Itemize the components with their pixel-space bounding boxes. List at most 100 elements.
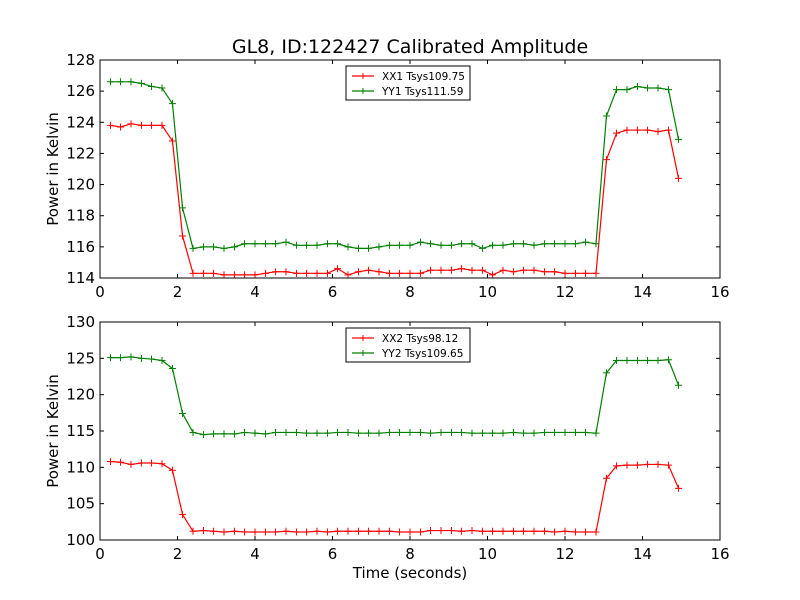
data-point-marker: [406, 269, 414, 277]
data-point-marker: [571, 240, 579, 248]
data-point-marker: [602, 156, 610, 164]
data-point-marker: [396, 428, 404, 436]
x-tick-label: 4: [250, 283, 260, 301]
data-point-marker: [137, 459, 145, 467]
data-point-marker: [592, 528, 600, 536]
y-tick-label: 105: [66, 495, 95, 513]
data-point-marker: [344, 428, 352, 436]
chart-panel-2: 0 2 4 6 8 10 12 14 16 100 105 110 115 120 125 130 Power …: [44, 313, 730, 582]
data-point-marker: [499, 241, 507, 249]
data-point-marker: [137, 79, 145, 87]
data-point-marker: [375, 268, 383, 276]
x-tick-label: 10: [478, 545, 497, 563]
data-point-marker: [633, 126, 641, 134]
legend-entry-label: XX1 Tsys109.75: [382, 71, 465, 83]
data-point-marker: [375, 243, 383, 251]
data-point-marker: [644, 460, 652, 468]
data-point-marker: [148, 459, 156, 467]
data-point-marker: [509, 428, 517, 436]
x-tick-label: 14: [633, 283, 652, 301]
data-point-marker: [458, 527, 466, 535]
data-point-marker: [334, 428, 342, 436]
data-point-marker: [551, 428, 559, 436]
data-point-marker: [313, 527, 321, 535]
y-tick-label: 126: [66, 82, 95, 100]
data-point-marker: [406, 428, 414, 436]
data-point-marker: [602, 474, 610, 482]
data-point-marker: [189, 244, 197, 252]
data-point-marker: [499, 266, 507, 274]
data-point-marker: [561, 269, 569, 277]
data-point-marker: [282, 527, 290, 535]
data-point-marker: [489, 241, 497, 249]
data-point-marker: [385, 269, 393, 277]
data-point-marker: [313, 429, 321, 437]
data-point-marker: [354, 429, 362, 437]
data-point-marker: [489, 271, 497, 279]
data-point-marker: [251, 528, 259, 536]
data-point-marker: [385, 241, 393, 249]
data-point-marker: [582, 428, 590, 436]
data-point-marker: [520, 429, 528, 437]
data-point-marker: [344, 243, 352, 251]
data-point-marker: [551, 528, 559, 536]
chart-panel-1: 0 2 4 6 8 10 12 14 16 114 116 118 120 122 124 126 128 Pow…: [44, 51, 730, 301]
data-point-marker: [106, 458, 114, 466]
legend-entry-label: XX2 Tsys98.12: [382, 333, 458, 345]
data-point-marker: [551, 240, 559, 248]
data-point-marker: [592, 269, 600, 277]
data-point-marker: [664, 126, 672, 134]
data-point-marker: [148, 355, 156, 363]
data-point-marker: [509, 268, 517, 276]
data-point-marker: [478, 429, 486, 437]
data-point-marker: [199, 431, 207, 439]
data-point-marker: [468, 527, 476, 535]
x-tick-label: 0: [95, 283, 105, 301]
data-point-marker: [396, 528, 404, 536]
data-point-marker: [644, 126, 652, 134]
y-tick-label: 115: [66, 422, 95, 440]
x-tick-label: 16: [710, 283, 729, 301]
data-point-marker: [354, 268, 362, 276]
data-point-marker: [241, 240, 249, 248]
data-point-marker: [540, 527, 548, 535]
data-point-marker: [602, 369, 610, 377]
data-point-marker: [375, 429, 383, 437]
data-point-marker: [210, 527, 218, 535]
data-point-marker: [644, 357, 652, 365]
data-point-marker: [230, 430, 238, 438]
data-point-marker: [509, 527, 517, 535]
data-point-marker: [416, 428, 424, 436]
data-point-marker: [168, 137, 176, 145]
data-point-marker: [623, 357, 631, 365]
data-point-marker: [468, 240, 476, 248]
data-point-marker: [272, 428, 280, 436]
data-point-marker: [344, 527, 352, 535]
data-point-marker: [158, 84, 166, 92]
x-tick-label: 2: [173, 545, 183, 563]
data-point-marker: [148, 121, 156, 129]
y-tick-label: 130: [66, 313, 95, 331]
legend: XX1 Tsys109.75 YY1 Tsys111.59: [345, 65, 471, 101]
data-point-marker: [272, 240, 280, 248]
data-point-marker: [292, 428, 300, 436]
data-point-marker: [427, 429, 435, 437]
data-point-marker: [303, 269, 311, 277]
x-tick-label: 12: [555, 545, 574, 563]
legend-swatch-marker: [360, 350, 366, 356]
data-point-marker: [220, 430, 228, 438]
data-point-marker: [189, 269, 197, 277]
data-point-marker: [447, 428, 455, 436]
data-point-marker: [241, 428, 249, 436]
data-point-marker: [540, 240, 548, 248]
data-point-marker: [633, 82, 641, 90]
data-point-marker: [396, 241, 404, 249]
data-point-marker: [334, 265, 342, 273]
chart-title: GL8, ID:122427 Calibrated Amplitude: [232, 36, 588, 58]
y-tick-label: 114: [66, 269, 95, 287]
x-tick-label: 0: [95, 545, 105, 563]
data-point-marker: [282, 238, 290, 246]
data-point-marker: [313, 241, 321, 249]
legend-swatch-marker: [360, 88, 366, 94]
data-point-marker: [530, 241, 538, 249]
